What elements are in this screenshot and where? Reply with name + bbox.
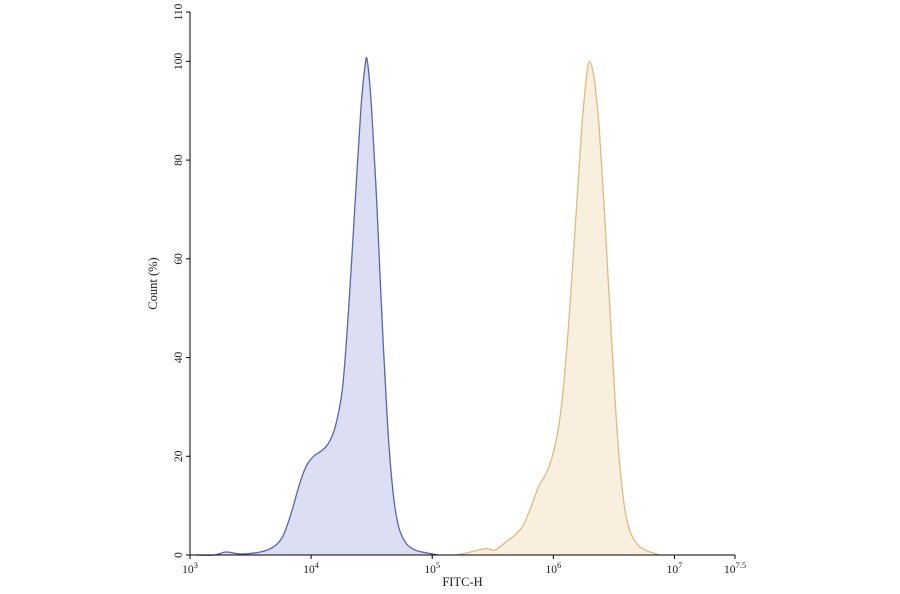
y-tick-label: 0: [173, 552, 185, 558]
x-tick-label: 107.5: [724, 560, 746, 576]
x-tick-label: 104: [303, 560, 320, 576]
orange-peak-area: [456, 61, 660, 556]
y-tick-label: 80: [173, 154, 185, 166]
x-tick-label: 103: [182, 560, 198, 576]
y-tick-label: 40: [173, 352, 185, 364]
y-tick-label: 110: [173, 3, 185, 20]
x-tick-label: 106: [545, 560, 561, 576]
x-axis-title: FITC-H: [442, 575, 482, 589]
axes: [189, 12, 735, 556]
blue-peak-area: [196, 57, 439, 556]
blue-peak-outline: [196, 56, 439, 556]
y-tick-label: 100: [173, 52, 185, 69]
y-tick-label: 20: [173, 450, 185, 462]
y-axis-title: Count (%): [146, 257, 160, 309]
x-tick-label: 107: [667, 560, 683, 576]
orange-peak-outline: [456, 60, 661, 556]
x-tick-label: 105: [424, 560, 440, 576]
y-tick-label: 60: [173, 253, 185, 265]
